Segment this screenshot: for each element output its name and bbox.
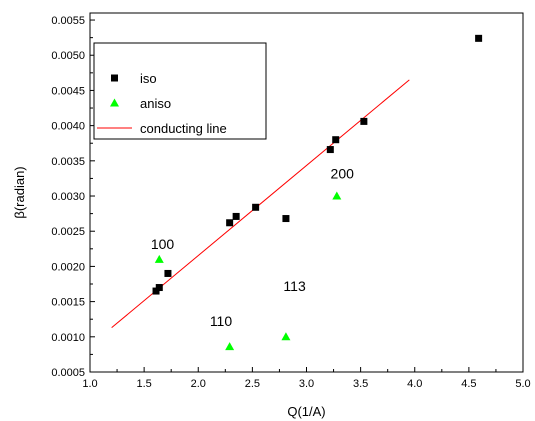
y-tick-label: 0.0020 bbox=[51, 261, 85, 273]
x-tick-label: 4.5 bbox=[461, 378, 476, 390]
x-axis-title: Q(1/A) bbox=[287, 404, 325, 419]
legend-label: conducting line bbox=[140, 121, 227, 136]
y-tick-label: 0.0040 bbox=[51, 121, 85, 133]
y-tick-label: 0.0030 bbox=[51, 191, 85, 203]
peak-label-100: 100 bbox=[151, 236, 175, 252]
aniso-point bbox=[225, 342, 235, 351]
legend: iso aniso conducting line bbox=[93, 42, 267, 140]
legend-iso-symbol bbox=[111, 74, 118, 82]
iso-point bbox=[326, 146, 334, 154]
iso-point bbox=[475, 34, 483, 42]
data-marks bbox=[111, 34, 483, 351]
x-tick-label: 3.5 bbox=[353, 378, 368, 390]
aniso-point bbox=[154, 254, 164, 263]
iso-point bbox=[232, 212, 240, 220]
iso-point bbox=[282, 215, 290, 223]
iso-point bbox=[164, 269, 172, 277]
iso-point bbox=[252, 203, 260, 211]
iso-point bbox=[332, 136, 340, 144]
peak-label-200: 200 bbox=[331, 165, 355, 181]
iso-point bbox=[360, 117, 368, 125]
y-axis-title: β(radian) bbox=[12, 166, 27, 218]
y-tick-label: 0.0015 bbox=[51, 297, 85, 309]
y-tick-label: 0.0025 bbox=[51, 226, 85, 238]
iso-point bbox=[155, 284, 163, 292]
legend-label: aniso bbox=[140, 96, 171, 111]
iso-point bbox=[152, 287, 160, 295]
x-axis-ticks: 1.0 1.5 2.0 2.5 3.0 3.5 4.0 4.5 5.0 bbox=[82, 367, 531, 390]
iso-point bbox=[226, 219, 234, 227]
y-tick-label: 0.0005 bbox=[51, 367, 85, 379]
peak-label-110: 110 bbox=[210, 313, 233, 329]
aniso-point bbox=[332, 191, 342, 200]
legend-aniso-symbol bbox=[110, 98, 119, 107]
x-tick-label: 1.0 bbox=[82, 378, 97, 390]
x-tick-label: 2.0 bbox=[191, 378, 206, 390]
x-tick-label: 4.0 bbox=[407, 378, 422, 390]
y-tick-label: 0.0055 bbox=[51, 15, 85, 27]
y-tick-label: 0.0010 bbox=[51, 332, 85, 344]
peak-label-113: 113 bbox=[283, 278, 306, 294]
x-tick-label: 5.0 bbox=[515, 378, 530, 390]
legend-label: iso bbox=[140, 71, 157, 86]
legend-box bbox=[93, 42, 267, 140]
peak-annotations: 100 110 113 200 bbox=[151, 165, 354, 329]
y-tick-label: 0.0045 bbox=[51, 85, 85, 97]
y-axis-ticks: 0.0005 0.0010 0.0015 0.0020 0.0025 0.0030 0.00… bbox=[51, 15, 95, 379]
y-tick-label: 0.0050 bbox=[51, 50, 85, 62]
aniso-point bbox=[281, 332, 291, 341]
y-tick-label: 0.0035 bbox=[51, 156, 85, 168]
x-tick-label: 2.5 bbox=[245, 378, 260, 390]
x-tick-label: 1.5 bbox=[136, 378, 151, 390]
x-tick-label: 3.0 bbox=[299, 378, 314, 390]
